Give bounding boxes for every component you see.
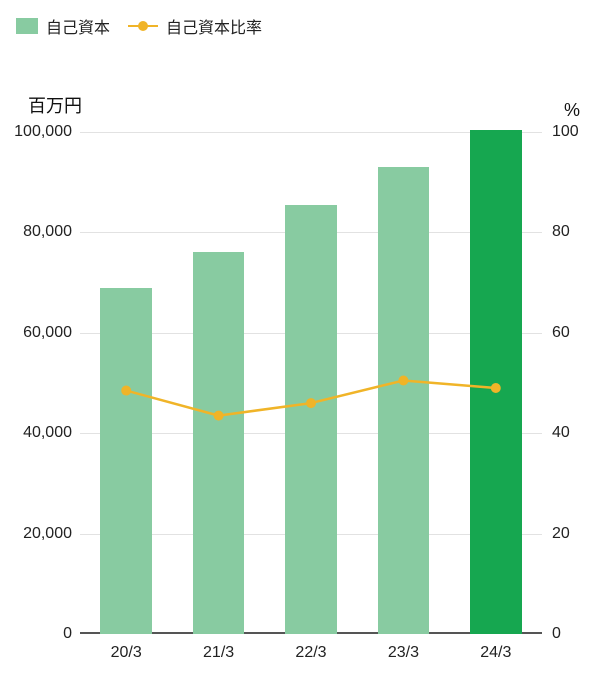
line-marker [306, 398, 316, 408]
y-tick-right: 0 [552, 625, 561, 643]
chart-root: 自己資本 自己資本比率 百万円 % 0 0 20,000 20 40,000 40 60,0… [0, 0, 600, 680]
plot-area: 0020,0002040,0004060,0006080,00080100,00… [80, 132, 542, 634]
legend-line-item: 自己資本比率 [128, 14, 262, 38]
y-tick-left: 40,000 [23, 424, 72, 442]
y-tick-left: 60,000 [23, 324, 72, 342]
legend-line-swatch [128, 18, 158, 34]
legend-bar-label: 自己資本 [46, 14, 110, 38]
legend: 自己資本 自己資本比率 [16, 14, 262, 38]
x-tick-label: 23/3 [388, 644, 419, 662]
y-tick-right: 60 [552, 324, 570, 342]
x-tick-label: 24/3 [480, 644, 511, 662]
y-tick-left: 80,000 [23, 223, 72, 241]
x-tick-label: 22/3 [295, 644, 326, 662]
y-tick-right: 40 [552, 424, 570, 442]
line-marker [214, 411, 224, 421]
line-marker [121, 386, 131, 396]
line-series [80, 132, 542, 634]
y-tick-left: 100,000 [14, 123, 72, 141]
line-marker [398, 375, 408, 385]
x-tick-label: 20/3 [111, 644, 142, 662]
y-axis-right-title: % [564, 100, 580, 121]
y-tick-left: 0 [63, 625, 72, 643]
y-tick-right: 80 [552, 223, 570, 241]
y-tick-right: 100 [552, 123, 579, 141]
line-path [126, 380, 496, 415]
legend-line-swatch-line [128, 25, 158, 27]
chart-frame: 0 0 20,000 20 40,000 40 60,000 60 80,000 80 100,00… [10, 122, 590, 672]
line-marker [491, 383, 501, 393]
y-axis-left-title: 百万円 [28, 92, 82, 118]
legend-bar-item: 自己資本 [16, 14, 110, 38]
x-tick-label: 21/3 [203, 644, 234, 662]
y-tick-right: 20 [552, 525, 570, 543]
legend-line-label: 自己資本比率 [166, 14, 262, 38]
legend-bar-swatch [16, 18, 38, 34]
y-tick-left: 20,000 [23, 525, 72, 543]
